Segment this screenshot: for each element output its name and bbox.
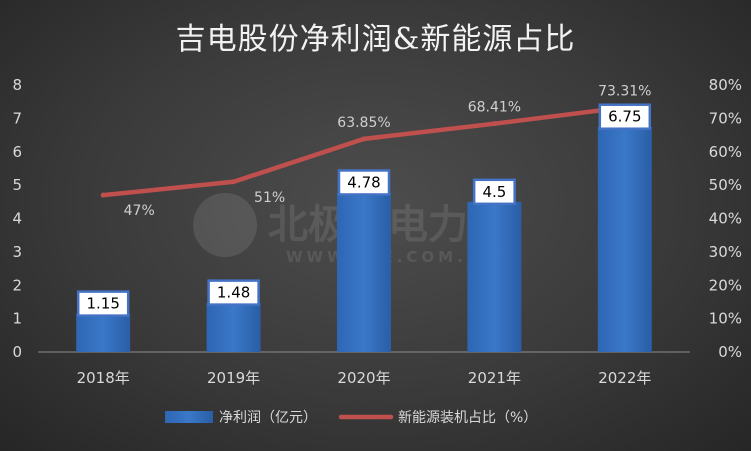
right-axis-tick-label: 30%	[709, 243, 742, 261]
line-point	[361, 136, 367, 142]
line-point	[100, 192, 106, 198]
x-axis: 2018年 2019年 2020年 2021年 2022年	[38, 351, 690, 387]
line-data-label: 63.85%	[337, 115, 390, 131]
watermark-logo-icon	[193, 193, 257, 257]
bar-label-box	[337, 169, 391, 196]
bar-label-box	[472, 178, 516, 206]
right-axis-tick-label: 60%	[709, 143, 742, 161]
bar	[597, 126, 652, 352]
bar-data-label: 4.5	[482, 183, 506, 201]
left-axis-tick-label: 1	[12, 310, 22, 328]
bar-data-label: 1.15	[86, 295, 119, 313]
right-axis-tick-label: 70%	[709, 109, 742, 127]
right-axis-tick-label: 40%	[709, 210, 742, 228]
right-axis-tick-label: 80%	[709, 76, 742, 94]
line-series	[100, 104, 628, 198]
line-data-labels: 47% 51% 63.85% 68.41% 73.31%	[124, 83, 652, 219]
bar-label-box	[207, 279, 260, 306]
left-axis-tick-label: 8	[12, 76, 22, 94]
chart-title: 吉电股份净利润&新能源占比	[175, 22, 576, 57]
legend: 净利润（亿元） 新能源装机占比（%）	[165, 410, 537, 426]
bar-label-box	[598, 103, 652, 130]
legend-line-label: 新能源装机占比（%）	[398, 410, 537, 426]
left-axis-tick-label: 5	[12, 176, 22, 194]
bar-data-labels: 1.15 1.48 4.78 4.5 6.75	[76, 103, 652, 317]
watermark-url: WWW.BJX.COM.CN	[286, 248, 498, 266]
left-axis-tick-label: 0	[12, 343, 22, 361]
right-axis-tick-label: 20%	[709, 276, 742, 294]
x-axis-tick-label: 2019年	[207, 369, 260, 387]
bar-label-box	[76, 290, 130, 317]
left-axis-tick-label: 2	[12, 276, 22, 294]
bar	[206, 302, 261, 352]
line-data-label: 73.31%	[598, 83, 651, 99]
left-axis-tick-label: 6	[12, 143, 22, 161]
bar	[467, 201, 522, 352]
x-axis-tick-label: 2018年	[77, 369, 130, 387]
bar	[337, 192, 391, 352]
left-axis-tick-label: 4	[12, 210, 22, 228]
bar-data-label: 4.78	[347, 173, 380, 191]
right-axis-tick-label: 50%	[709, 176, 742, 194]
x-axis-tick-label: 2021年	[468, 369, 521, 387]
left-axis-tick-label: 7	[12, 109, 22, 127]
right-axis-tick-label: 10%	[709, 310, 742, 328]
x-axis-tick-label: 2020年	[337, 369, 390, 387]
line-data-label: 68.41%	[468, 100, 521, 116]
line-point	[231, 179, 237, 185]
bar-series	[76, 126, 652, 352]
bar	[76, 313, 131, 352]
bar-data-label: 6.75	[608, 108, 641, 126]
legend-bar-label: 净利润（亿元）	[219, 410, 317, 426]
legend-bar-swatch	[165, 411, 213, 423]
x-axis-tick-label: 2022年	[598, 369, 651, 387]
line-data-label: 47%	[124, 203, 155, 219]
left-axis-tick-label: 3	[12, 243, 22, 261]
bar-data-label: 1.48	[217, 284, 250, 302]
line-point	[491, 121, 497, 127]
right-axis-tick-label: 0%	[718, 343, 742, 361]
line-data-label: 51%	[254, 190, 285, 206]
right-axis: 0% 10% 20% 30% 40% 50% 60% 70% 80%	[709, 76, 742, 361]
left-axis: 0 1 2 3 4 5 6 7 8	[12, 76, 22, 361]
